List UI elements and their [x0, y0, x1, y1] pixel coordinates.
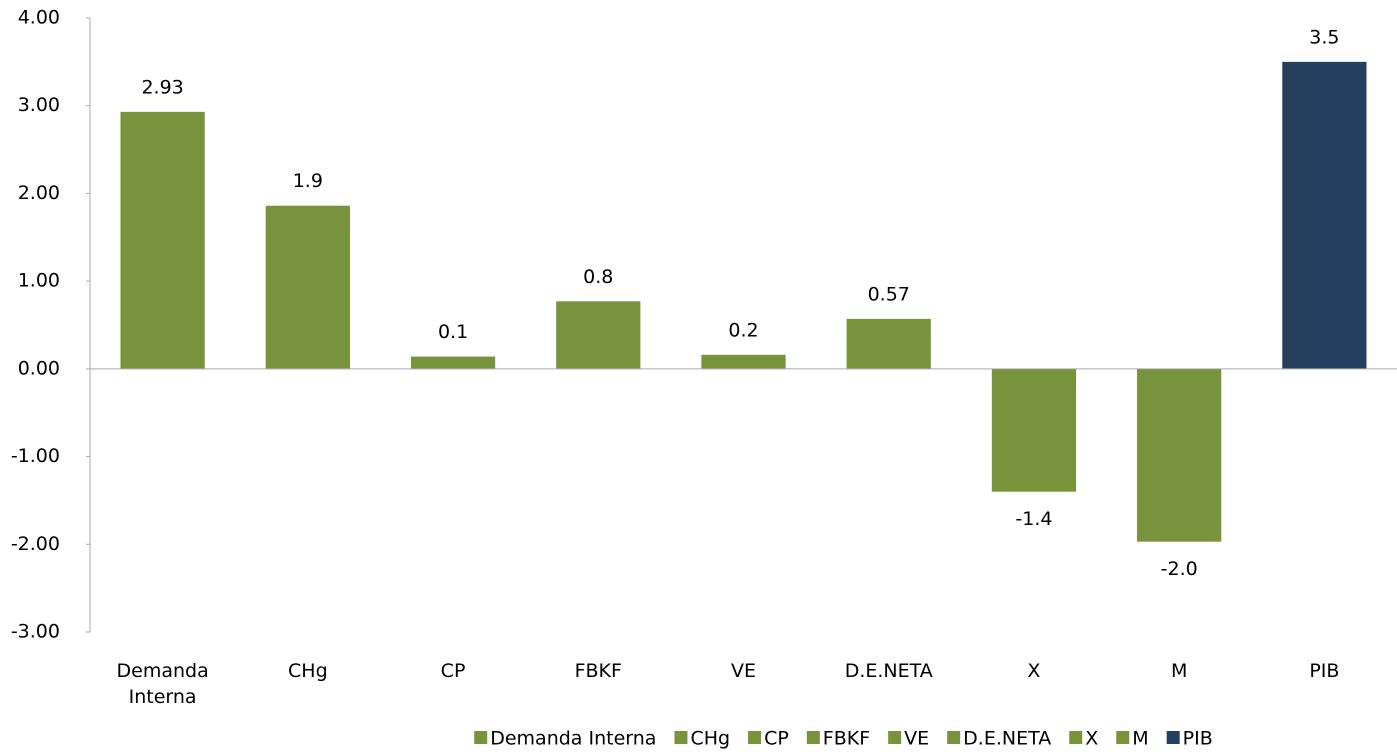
y-tick-label: 1.00 — [18, 270, 60, 292]
legend-label: Demanda Interna — [490, 728, 656, 750]
legend-swatch — [674, 731, 688, 744]
value-label: 0.8 — [583, 266, 613, 288]
value-label: 0.57 — [868, 283, 910, 305]
bar — [556, 301, 641, 369]
y-tick-label: 3.00 — [18, 94, 60, 116]
legend-swatch — [947, 731, 961, 744]
legend-swatch — [1069, 731, 1083, 744]
legend-label: PIB — [1183, 728, 1213, 750]
value-label: 2.93 — [141, 76, 183, 98]
bar — [410, 356, 496, 369]
x-tick-label: X — [1027, 660, 1041, 682]
x-tick-label: PIB — [1309, 660, 1340, 682]
legend-swatch — [806, 731, 820, 744]
value-label: 0.2 — [728, 319, 758, 341]
legend-label: X — [1085, 728, 1098, 750]
y-tick-label: -2.00 — [11, 533, 60, 555]
bar — [120, 111, 205, 369]
legend-label: FBKF — [823, 728, 870, 750]
bar — [701, 354, 786, 369]
legend: Demanda Interna CHg CP FBKF VE D.E.NETA X M PIB — [474, 728, 1213, 750]
legend-label: CHg — [690, 728, 730, 750]
legend-swatch — [1116, 731, 1130, 744]
legend-label: M — [1132, 728, 1148, 750]
legend-label: VE — [904, 728, 929, 750]
y-tick-label: 2.00 — [18, 182, 60, 204]
legend-label: D.E.NETA — [963, 728, 1051, 750]
legend-swatch — [888, 731, 902, 744]
value-label: 3.5 — [1309, 26, 1339, 48]
x-tick-label: CP — [440, 660, 466, 682]
legend-swatch — [1166, 731, 1180, 744]
bar — [991, 368, 1077, 492]
x-tick-label: M — [1170, 660, 1188, 682]
x-tick-label: FBKF — [574, 660, 622, 682]
x-tick-label: D.E.NETA — [844, 660, 933, 682]
x-tick-label: CHg — [288, 660, 328, 682]
bar — [846, 318, 931, 369]
x-tick-label: Demanda Interna — [116, 660, 209, 708]
legend-label: CP — [764, 728, 789, 750]
value-label: 0.1 — [438, 321, 468, 343]
x-tick-label: VE — [730, 660, 756, 682]
bar — [1137, 368, 1222, 542]
value-label: 1.9 — [293, 170, 323, 192]
y-tick-label: 0.00 — [18, 357, 60, 379]
legend-swatch — [474, 731, 488, 744]
bar — [1282, 61, 1367, 369]
value-label: -1.4 — [1015, 508, 1052, 530]
legend-swatch — [748, 731, 762, 744]
y-tick-label: -1.00 — [11, 445, 60, 467]
bar — [265, 205, 350, 369]
y-tick-label: 4.00 — [18, 7, 60, 29]
value-label: -2.0 — [1161, 558, 1198, 580]
y-tick-label: -3.00 — [11, 621, 60, 643]
